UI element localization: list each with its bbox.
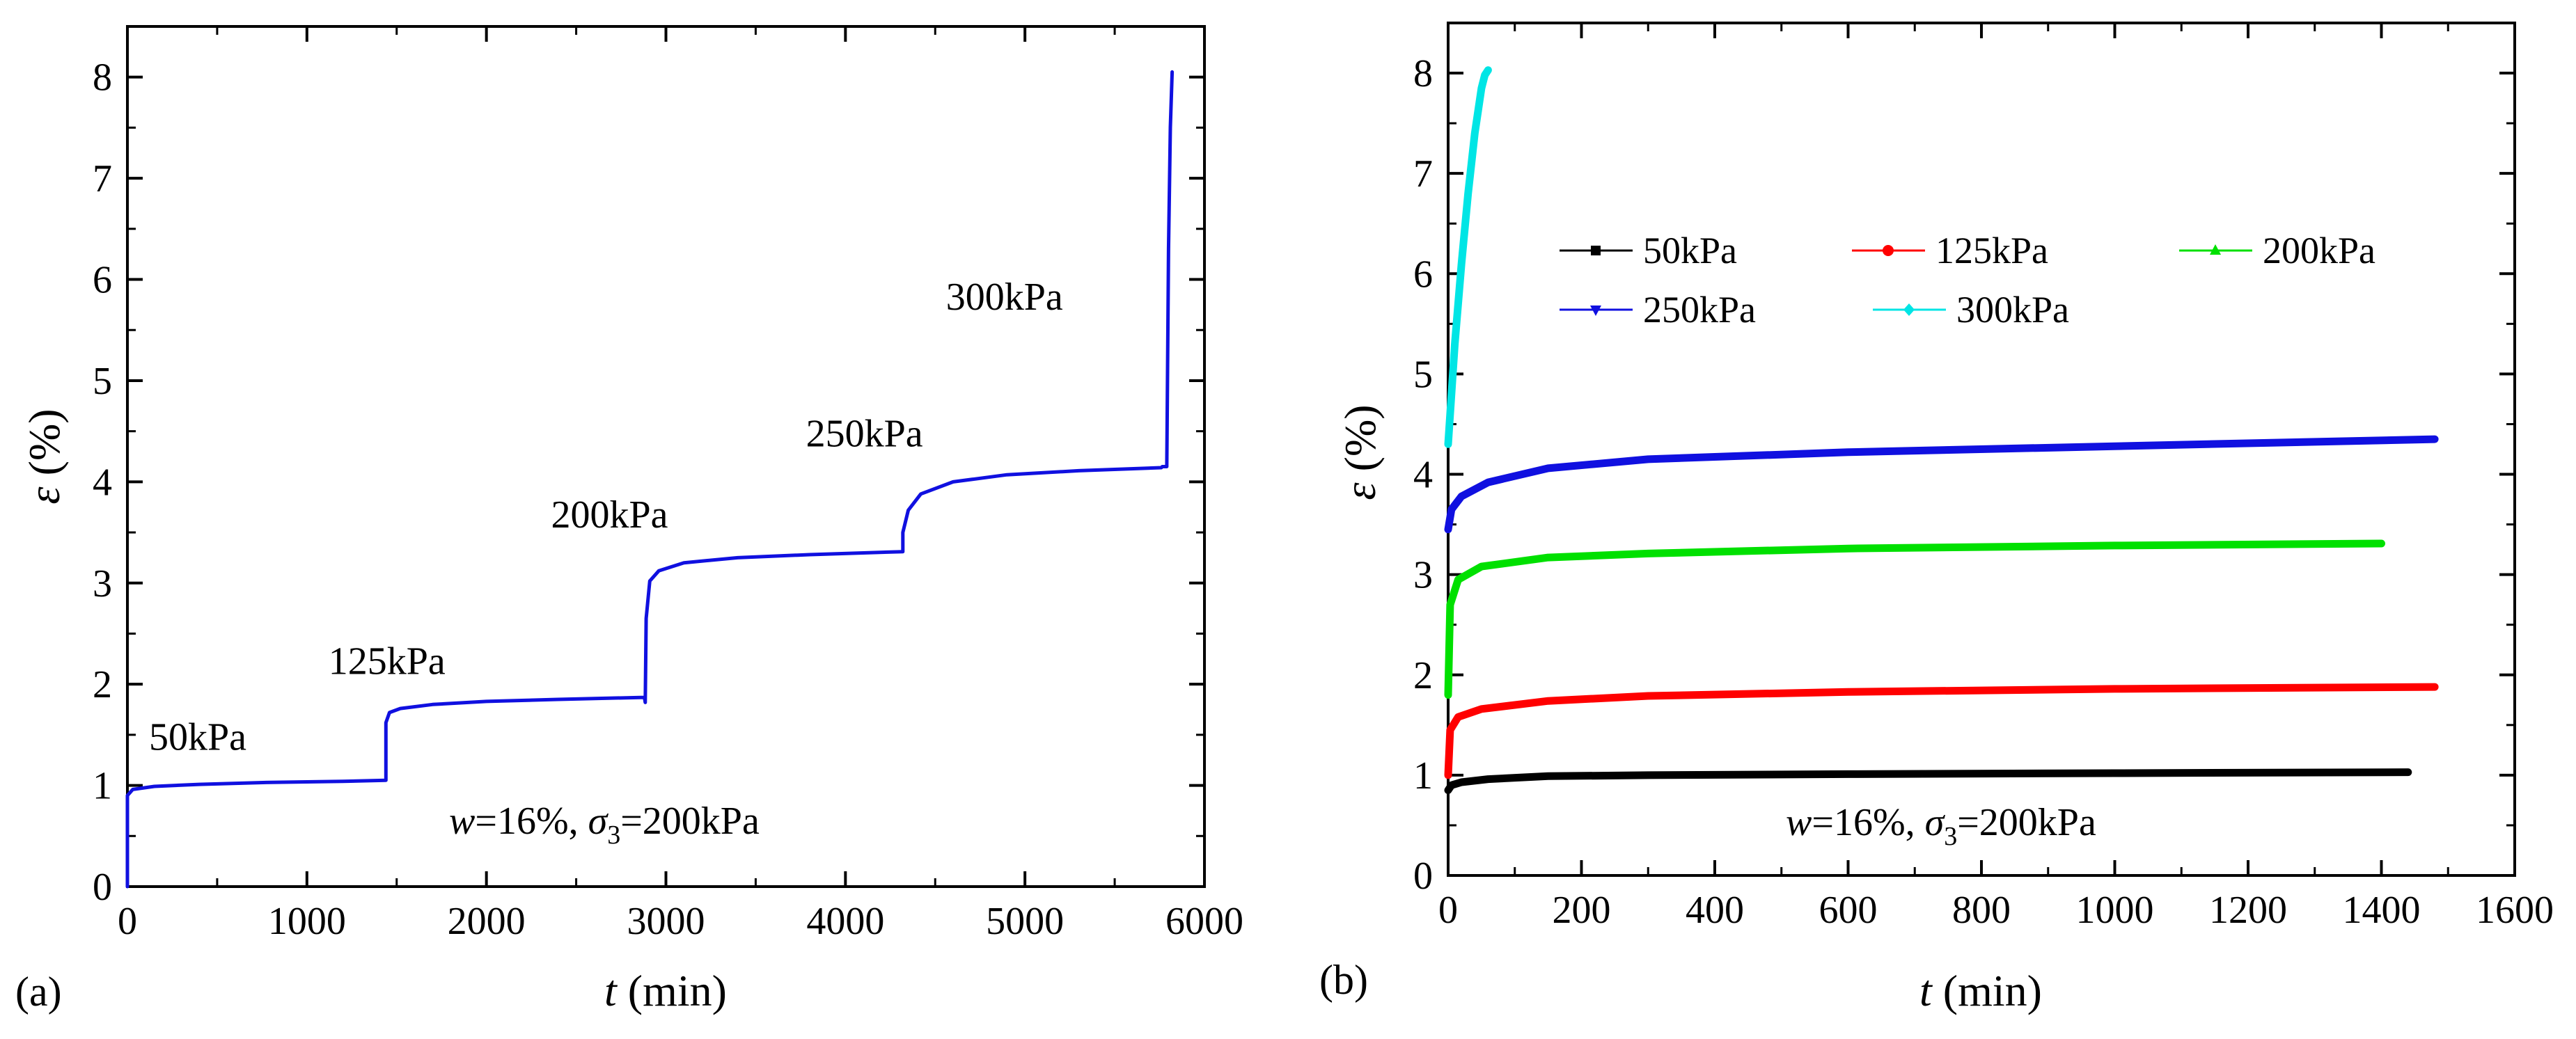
x-tick-label: 1000 [2076, 889, 2154, 932]
step-label: 250kPa [806, 412, 923, 455]
y-ticks-a: 0 1 2 3 4 5 6 7 8 [93, 25, 1204, 909]
series-line-300kpa [1444, 66, 1492, 448]
y-tick-label: 0 [1413, 855, 1433, 898]
x-tick-label: 4000 [806, 900, 884, 943]
y-tick-label: 5 [93, 360, 112, 403]
legend-item: 250kPa [1560, 289, 1756, 331]
y-tick-label: 6 [93, 259, 112, 302]
y-tick-label: 0 [93, 866, 112, 909]
y-tick-label: 5 [1413, 353, 1433, 396]
x-tick-label: 3000 [627, 900, 705, 943]
condition-label-b: w=16%, σ3=200kPa [1786, 801, 2096, 851]
series-b [1444, 66, 2439, 794]
y-ticks-b: 0 1 2 3 4 5 6 7 8 [1413, 22, 2515, 898]
x-tick-label: 200 [1553, 889, 1611, 932]
x-tick-label: 600 [1819, 889, 1878, 932]
chart-panel-a: 0 1000 2000 3000 4000 5000 6000 0 1 2 3 4 5 6 7 8 50kP… [15, 25, 1243, 1015]
y-tick-label: 2 [93, 663, 112, 706]
legend-item: 125kPa [1852, 230, 2048, 271]
y-tick-label: 3 [93, 562, 112, 605]
y-tick-label: 7 [93, 157, 112, 200]
legend-b: 50kPa 125kPa 200kPa 250kPa 300kPa [1560, 230, 2375, 331]
legend-item: 50kPa [1560, 230, 1737, 271]
x-tick-label: 1400 [2343, 889, 2421, 932]
series-line-staged-loading [125, 70, 1175, 889]
y-tick-label: 1 [93, 765, 112, 808]
series-line-125kpa [1444, 683, 2439, 779]
x-tick-label: 800 [1952, 889, 2011, 932]
plot-frame-a [126, 25, 1206, 888]
x-tick-label: 1200 [2209, 889, 2287, 932]
y-tick-label: 2 [1413, 654, 1433, 697]
x-tick-label: 1600 [2476, 889, 2554, 932]
step-label: 300kPa [946, 276, 1063, 319]
x-ticks-a: 0 1000 2000 3000 4000 5000 6000 [118, 26, 1243, 943]
chart-panel-b: 0 200 400 600 800 1000 1200 1400 1600 012345678 … [1319, 22, 2554, 1015]
x-tick-label: 0 [118, 900, 137, 943]
series-line-50kpa [1444, 768, 2412, 794]
y-tick-label: 4 [93, 461, 112, 504]
annotations-a: 50kPa 125kPa 200kPa 250kPa 300kPa [149, 276, 1063, 759]
y-tick-label: 8 [93, 56, 112, 100]
y-tick-label: 3 [1413, 554, 1433, 597]
legend-label: 125kPa [1935, 230, 2048, 271]
y-tick-label: 7 [1413, 152, 1433, 196]
x-tick-label: 400 [1686, 889, 1744, 932]
condition-label-a: w=16%, σ3=200kPa [449, 800, 760, 850]
legend-label: 300kPa [1956, 289, 2069, 331]
legend-marker [1883, 245, 1894, 256]
y-tick-label: 6 [1413, 253, 1433, 296]
legend-marker [2210, 244, 2221, 255]
legend-marker [1591, 246, 1601, 255]
y-tick-label: 1 [1413, 754, 1433, 798]
legend-label: 50kPa [1643, 230, 1737, 271]
x-axis-label-b: t (min) [1919, 966, 2042, 1015]
y-tick-label: 4 [1413, 454, 1433, 497]
step-label: 200kPa [551, 493, 668, 537]
panel-label-a: (a) [15, 969, 62, 1015]
step-label: 50kPa [149, 716, 246, 759]
legend-item: 200kPa [2179, 230, 2375, 271]
series-a [125, 70, 1175, 889]
y-tick-label: 8 [1413, 52, 1433, 95]
legend-label: 250kPa [1643, 289, 1756, 331]
x-tick-label: 0 [1438, 889, 1458, 932]
y-axis-label-a: ε (%) [19, 409, 69, 504]
x-axis-label-a: t (min) [604, 966, 727, 1015]
x-tick-label: 5000 [986, 900, 1064, 943]
step-label: 125kPa [329, 640, 446, 683]
x-tick-label: 2000 [448, 900, 526, 943]
legend-marker [1903, 303, 1915, 316]
series-line-250kpa [1444, 435, 2439, 534]
legend-marker [1590, 306, 1601, 316]
x-tick-label: 1000 [268, 900, 346, 943]
series-line-200kpa [1444, 539, 2385, 699]
y-axis-label-b: ε (%) [1335, 404, 1385, 500]
x-tick-label: 6000 [1165, 900, 1243, 943]
legend-label: 200kPa [2263, 230, 2375, 271]
panel-label-b: (b) [1319, 957, 1368, 1003]
legend-item: 300kPa [1873, 289, 2069, 331]
x-ticks-b: 0 200 400 600 800 1000 1200 1400 1600 [1438, 23, 2554, 932]
